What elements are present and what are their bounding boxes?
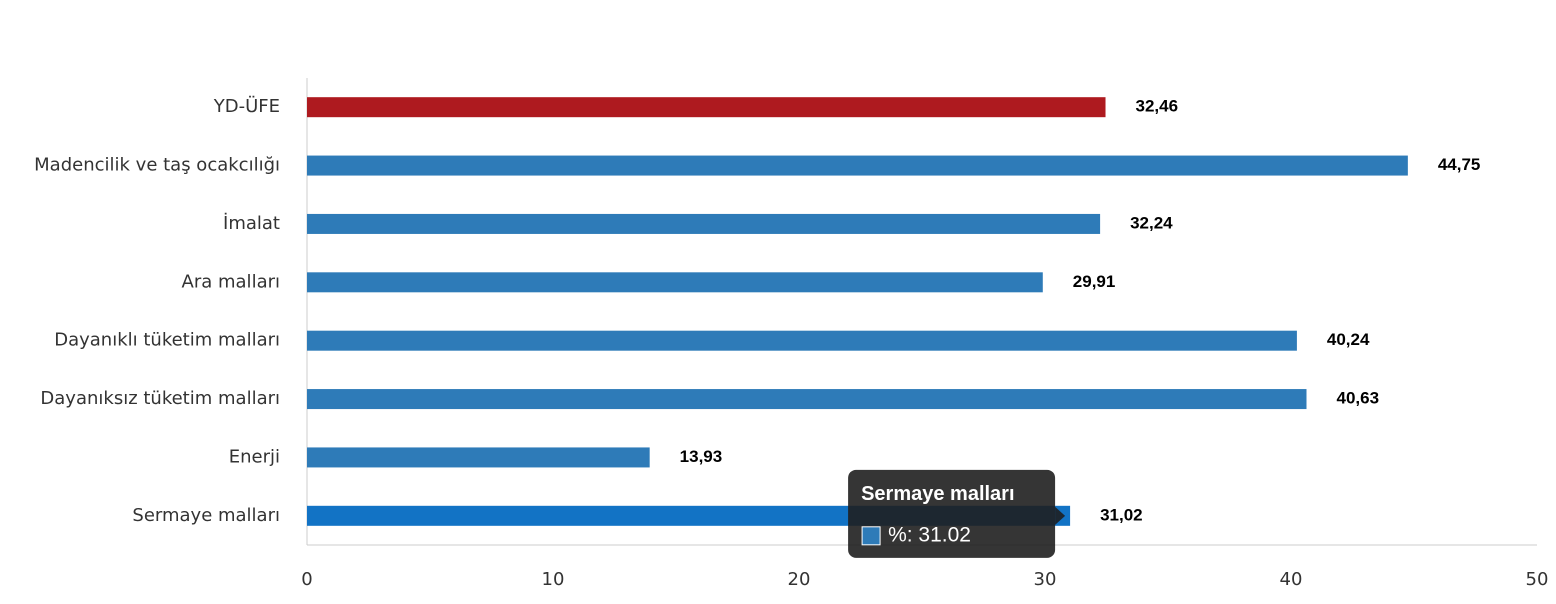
bar (307, 155, 1408, 176)
tooltip-box (848, 469, 1056, 558)
x-tick-label: 50 (1526, 569, 1549, 590)
x-tick-label: 0 (301, 569, 312, 590)
category-label: Sermaye malları (132, 505, 280, 526)
category-label: İmalat (223, 213, 280, 234)
bar (307, 330, 1297, 351)
value-label: 32,46 (1136, 97, 1179, 116)
bar (307, 447, 650, 468)
category-label: Madencilik ve taş ocakcılığı (34, 155, 280, 176)
value-label: 44,75 (1438, 155, 1481, 174)
bar (307, 213, 1101, 234)
x-tick-label: 30 (1034, 569, 1057, 590)
tooltip-pointer (1055, 506, 1066, 525)
bars: 32,46 44,75 32,24 29,91 40,24 40,63 13,93 31,02 (307, 97, 1480, 526)
bar (307, 389, 1307, 410)
x-tick-label: 20 (788, 569, 811, 590)
category-label: Dayanıksız tüketim malları (40, 388, 280, 409)
category-label: Dayanıklı tüketim malları (54, 330, 280, 351)
category-label: Ara malları (182, 271, 280, 292)
category-label: YD-ÜFE (213, 95, 280, 117)
value-label: 31,02 (1100, 505, 1143, 524)
value-label: 40,24 (1327, 330, 1370, 349)
x-tick-label: 40 (1280, 569, 1303, 590)
value-label: 40,63 (1336, 389, 1379, 408)
x-tick-label: 10 (542, 569, 565, 590)
tooltip-text: %: 31.02 (888, 523, 971, 546)
value-label: 29,91 (1073, 272, 1116, 291)
tooltip-swatch (861, 526, 881, 546)
category-label: Enerji (229, 446, 280, 467)
bar (307, 97, 1106, 118)
value-label: 13,93 (680, 447, 723, 466)
bar (307, 272, 1043, 293)
value-label: 32,24 (1130, 213, 1173, 232)
tooltip: Sermaye malları %: 31.02 (848, 469, 1066, 558)
tooltip-title: Sermaye malları (861, 483, 1014, 505)
